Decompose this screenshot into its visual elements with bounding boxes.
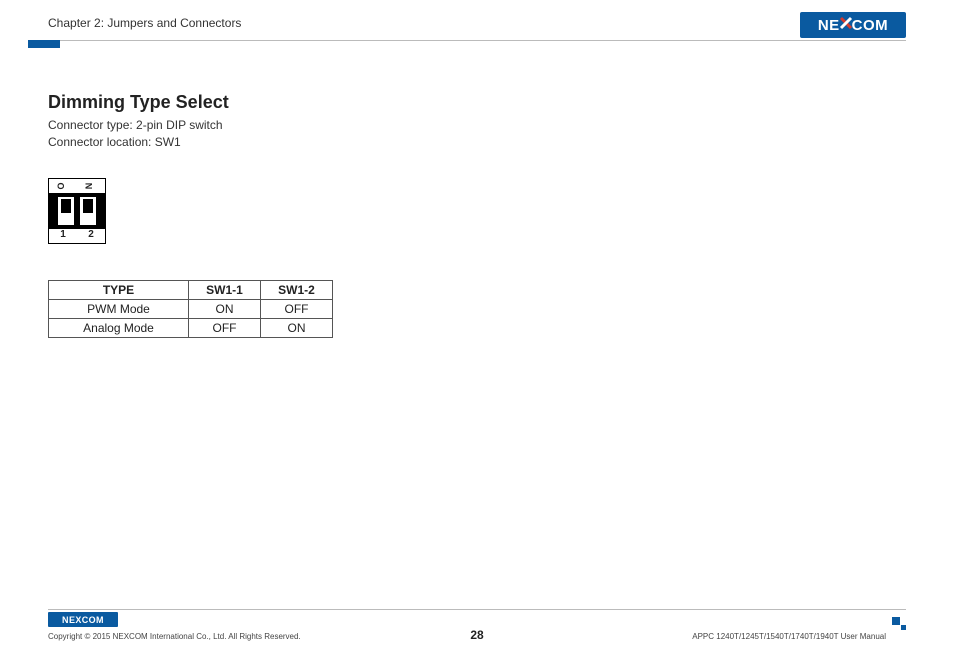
dip-bottom-label: 2 bbox=[77, 229, 105, 243]
table-cell: ON bbox=[189, 299, 261, 318]
dip-switch-box: O N 1 2 bbox=[48, 178, 106, 244]
nexcom-logo: NECOM bbox=[800, 12, 906, 38]
table-cell: PWM Mode bbox=[49, 299, 189, 318]
connector-location-line: Connector location: SW1 bbox=[48, 134, 906, 151]
table-header-cell: SW1-1 bbox=[189, 280, 261, 299]
header-divider bbox=[48, 40, 906, 41]
connector-type-line: Connector type: 2-pin DIP switch bbox=[48, 117, 906, 134]
dip-switch-diagram: O N 1 2 bbox=[48, 178, 906, 244]
dip-top-labels: O N bbox=[49, 179, 105, 193]
header-accent-tab bbox=[28, 40, 60, 48]
dip-bottom-label: 1 bbox=[49, 229, 77, 243]
table-row: PWM Mode ON OFF bbox=[49, 299, 333, 318]
table-header-cell: SW1-2 bbox=[261, 280, 333, 299]
doc-title: APPC 1240T/1245T/1540T/1740T/1940T User … bbox=[692, 632, 886, 641]
dip-knob-2 bbox=[83, 199, 93, 213]
page-header: Chapter 2: Jumpers and Connectors NECOM bbox=[48, 16, 906, 42]
table-cell: OFF bbox=[261, 299, 333, 318]
dip-knob-1 bbox=[61, 199, 71, 213]
footer-square-icon bbox=[892, 612, 906, 630]
nexcom-logo-text: NECOM bbox=[818, 16, 888, 34]
x-icon bbox=[839, 16, 853, 30]
section-title: Dimming Type Select bbox=[48, 92, 906, 113]
brand-logo-top: NECOM bbox=[800, 12, 906, 38]
nexcom-logo-small: NEXCOM bbox=[48, 612, 118, 627]
square-icon bbox=[901, 625, 906, 630]
table-header-cell: TYPE bbox=[49, 280, 189, 299]
table-cell: Analog Mode bbox=[49, 318, 189, 337]
dip-top-label: N bbox=[84, 172, 98, 200]
chapter-title: Chapter 2: Jumpers and Connectors bbox=[48, 16, 906, 30]
dip-top-label: O bbox=[56, 172, 70, 200]
brand-logo-bottom: NEXCOM bbox=[48, 612, 118, 627]
dip-slot-2 bbox=[80, 197, 96, 225]
table-row: Analog Mode OFF ON bbox=[49, 318, 333, 337]
mode-table: TYPE SW1-1 SW1-2 PWM Mode ON OFF Analog … bbox=[48, 280, 333, 338]
content-area: Dimming Type Select Connector type: 2-pi… bbox=[48, 92, 906, 338]
nexcom-x-icon bbox=[839, 16, 853, 30]
table-cell: OFF bbox=[189, 318, 261, 337]
page-footer: NEXCOM Copyright © 2015 NEXCOM Internati… bbox=[48, 610, 906, 648]
square-icon bbox=[892, 617, 900, 625]
table-cell: ON bbox=[261, 318, 333, 337]
dip-bottom-labels: 1 2 bbox=[49, 229, 105, 243]
nexcom-logo-small-text: NEXCOM bbox=[62, 615, 104, 625]
table-header-row: TYPE SW1-1 SW1-2 bbox=[49, 280, 333, 299]
dip-slot-1 bbox=[58, 197, 74, 225]
page-root: Chapter 2: Jumpers and Connectors NECOM … bbox=[0, 0, 954, 672]
